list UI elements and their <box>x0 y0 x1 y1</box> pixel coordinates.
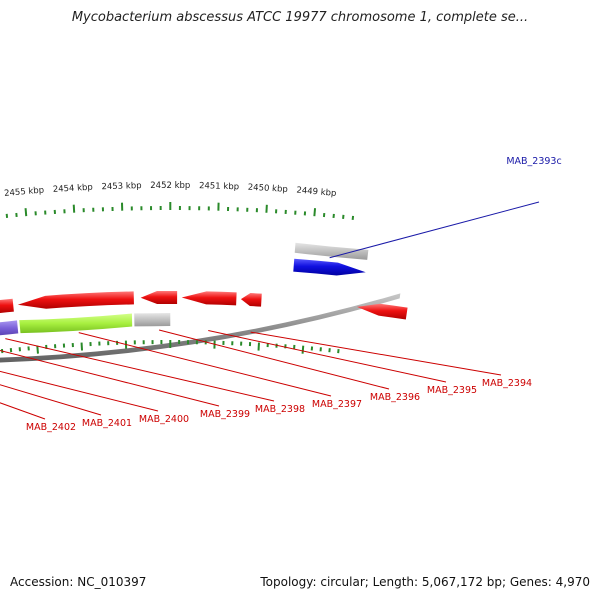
cog-block <box>134 313 171 327</box>
leader-line <box>250 331 502 376</box>
tick-label: 2453 kbp <box>101 181 141 192</box>
forward-cog-block <box>294 242 369 260</box>
tick-label: 2455 kbp <box>4 186 45 199</box>
gene-label-mab_2399: MAB_2399 <box>200 409 250 420</box>
leader-line <box>208 329 447 383</box>
leader-line <box>78 332 332 397</box>
forward-gene-track[interactable] <box>293 258 408 320</box>
accession-text: Accession: NC_010397 <box>10 575 147 589</box>
reverse-gene-track[interactable] <box>0 291 262 347</box>
tick-label: 2449 kbp <box>296 186 337 199</box>
forward-cog-track <box>294 242 369 260</box>
leader-line <box>5 338 275 402</box>
gene-arrow-partial[interactable] <box>356 303 408 320</box>
gene-label-mab_2400: MAB_2400 <box>139 414 189 425</box>
tick-labels: 2449 kbp 2450 kbp 2451 kbp 2452 kbp 2453 kbp… <box>4 181 337 199</box>
tick-label: 2451 kbp <box>199 181 239 192</box>
gene-arrow-mab_2397[interactable] <box>17 291 134 309</box>
outer-tick-ring <box>5 201 355 221</box>
gene-arrow-mab_2395[interactable] <box>181 291 237 306</box>
leader-line <box>0 402 46 420</box>
leader-line <box>0 384 102 416</box>
gene-arrow-mab_2394[interactable] <box>240 293 262 307</box>
leader-line <box>158 329 390 390</box>
gene-label-mab_2402: MAB_2402 <box>26 422 76 433</box>
tick-label: 2454 kbp <box>53 183 94 195</box>
leader-line <box>0 370 159 412</box>
gene-label-mab_2401: MAB_2401 <box>82 418 132 429</box>
gene-label-mab_2398: MAB_2398 <box>255 404 305 415</box>
gene-label-mab_2395: MAB_2395 <box>427 385 477 396</box>
cog-block <box>19 313 133 334</box>
inner-tick <box>301 345 305 354</box>
gene-label-mab_2397: MAB_2397 <box>312 399 362 410</box>
gene-label-mab_2396: MAB_2396 <box>370 392 420 403</box>
tick-label: 2452 kbp <box>150 181 190 191</box>
reverse-cog-track <box>0 313 171 336</box>
gene-arrow-mab_2398[interactable] <box>0 298 14 314</box>
leader-line <box>0 349 220 407</box>
gene-label-mab_2394: MAB_2394 <box>482 378 532 389</box>
outer-tick <box>313 208 317 217</box>
gene-arrow-mab_2393c[interactable] <box>293 258 366 276</box>
tick-label: 2450 kbp <box>247 183 288 195</box>
outer-tick <box>24 208 28 217</box>
map-title: Mycobacterium abscessus ATCC 19977 chrom… <box>71 10 529 25</box>
inner-tick <box>36 345 39 354</box>
gene-label-mab_2393c: MAB_2393c <box>506 156 561 167</box>
cog-block <box>0 320 19 336</box>
leader-line <box>329 201 540 259</box>
gene-labels: MAB_2393c MAB_2394 MAB_2395 MAB_2396 MAB_239… <box>0 156 562 433</box>
gene-arrow-mab_2396[interactable] <box>140 291 178 305</box>
topology-summary: Topology: circular; Length: 5,067,172 bp… <box>260 575 590 589</box>
